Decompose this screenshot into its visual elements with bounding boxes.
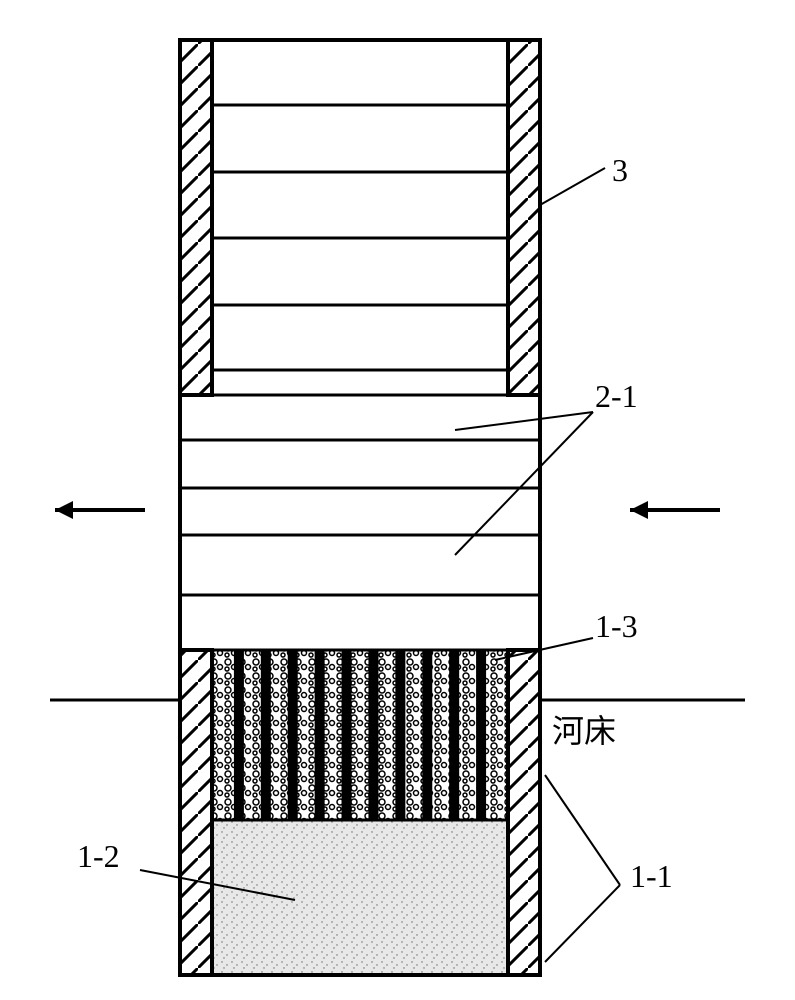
- engineering-diagram: 3 2-1 1-3 1-1 1-2 河床: [0, 0, 795, 1000]
- label-1-1: 1-1: [630, 858, 673, 895]
- label-2-1: 2-1: [595, 378, 638, 415]
- label-1-2: 1-2: [77, 838, 120, 875]
- label-1-3: 1-3: [595, 608, 638, 645]
- label-3: 3: [612, 152, 628, 189]
- label-riverbed: 河床: [552, 706, 616, 752]
